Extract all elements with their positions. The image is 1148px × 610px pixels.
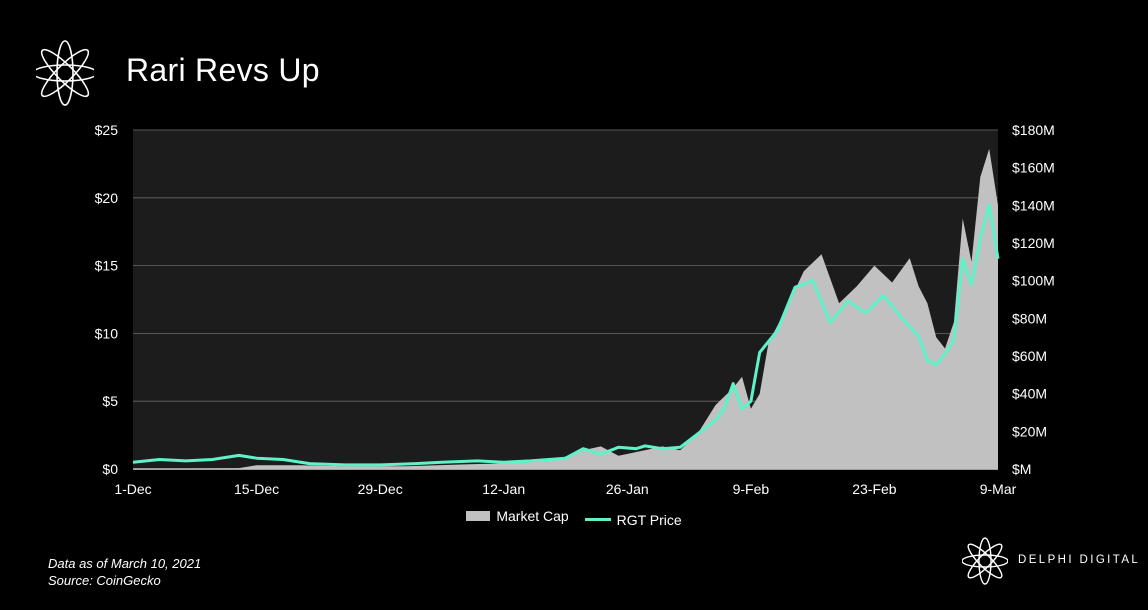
right-axis-tick-label: $M xyxy=(1012,461,1031,477)
x-axis-tick-label: 26-Jan xyxy=(606,481,649,497)
right-axis-tick-label: $100M xyxy=(1012,273,1055,289)
x-axis-tick-label: 1-Dec xyxy=(114,481,151,497)
left-axis-tick-label: $10 xyxy=(95,325,119,341)
legend-item-market-cap: Market Cap xyxy=(466,508,569,524)
chart-svg: $0 $5 $10 $15 $20 $25 $M $20M $40M $60M $80M $100M… xyxy=(95,122,1055,497)
left-axis-ticks: $0 $5 $10 $15 $20 $25 xyxy=(95,122,119,477)
right-axis-tick-label: $180M xyxy=(1012,122,1055,138)
right-axis-tick-label: $120M xyxy=(1012,235,1055,251)
right-axis-tick-label: $140M xyxy=(1012,197,1055,213)
market-cap-area xyxy=(133,148,998,470)
right-axis-tick-label: $20M xyxy=(1012,423,1047,439)
x-axis-tick-label: 9-Feb xyxy=(733,481,770,497)
left-axis-tick-label: $20 xyxy=(95,190,119,206)
legend-swatch-market-cap xyxy=(466,511,491,521)
right-axis-tick-label: $160M xyxy=(1012,160,1055,176)
source-note: Source: CoinGecko xyxy=(48,573,161,588)
left-axis-tick-label: $25 xyxy=(95,122,119,138)
legend-label-rgt-price: RGT Price xyxy=(616,511,682,528)
x-axis-tick-label: 9-Mar xyxy=(980,481,1017,497)
left-axis-tick-label: $5 xyxy=(102,393,118,409)
left-axis-tick-label: $15 xyxy=(95,258,119,274)
x-axis-tick-label: 23-Feb xyxy=(852,481,897,497)
brand-name: DELPHI DIGITAL xyxy=(1018,554,1141,566)
left-axis-tick-label: $0 xyxy=(102,461,118,477)
data-date-note: Data as of March 10, 2021 xyxy=(48,556,202,571)
right-axis-tick-label: $80M xyxy=(1012,310,1047,326)
x-axis-tick-label: 15-Dec xyxy=(234,481,279,497)
delphi-flower-logo-icon xyxy=(962,537,1008,585)
right-axis-tick-label: $60M xyxy=(1012,348,1047,364)
legend-swatch-rgt-price xyxy=(584,518,611,521)
rgt-price-line xyxy=(132,203,1000,467)
footnote: Data as of March 10, 2021 Source: CoinGe… xyxy=(48,555,201,589)
x-axis-tick-label: 29-Dec xyxy=(358,481,403,497)
legend-item-rgt-price: RGT Price xyxy=(584,511,682,528)
right-axis-ticks: $M $20M $40M $60M $80M $100M $120M $140M $160M $1… xyxy=(1012,122,1055,477)
delphi-flower-logo-icon xyxy=(36,40,94,106)
chart-legend: Market Cap RGT Price xyxy=(0,508,1148,528)
x-axis-ticks: 1-Dec 15-Dec 29-Dec 12-Jan 26-Jan 9-Feb 23-Feb… xyxy=(114,481,1016,497)
right-axis-tick-label: $40M xyxy=(1012,386,1047,402)
legend-label-market-cap: Market Cap xyxy=(496,508,569,524)
chart-title: Rari Revs Up xyxy=(126,52,320,88)
x-axis-tick-label: 12-Jan xyxy=(482,481,525,497)
